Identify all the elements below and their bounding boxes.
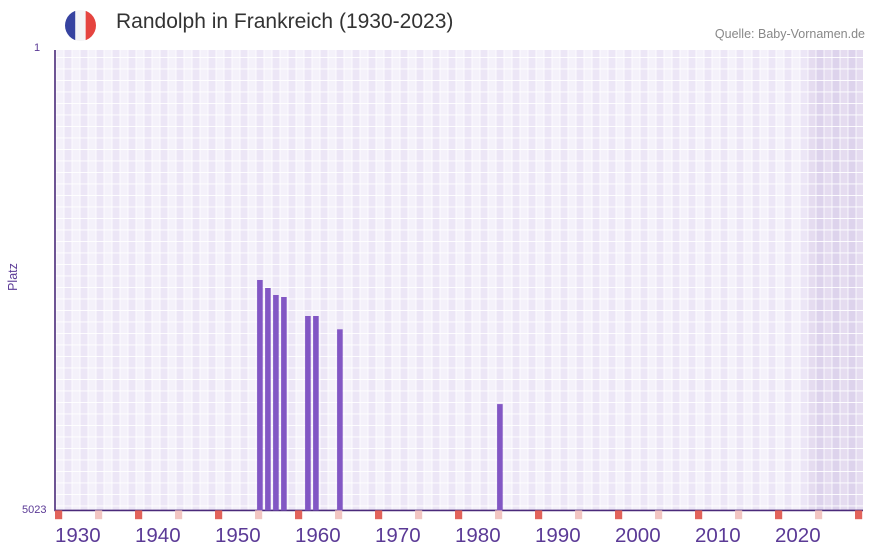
svg-text:1960: 1960: [295, 524, 341, 547]
svg-text:2000: 2000: [615, 524, 661, 547]
svg-text:1940: 1940: [135, 524, 181, 547]
svg-text:1980: 1980: [455, 524, 501, 547]
svg-text:1930: 1930: [55, 524, 101, 547]
svg-text:2020: 2020: [775, 524, 821, 547]
svg-text:2010: 2010: [695, 524, 741, 547]
svg-text:1990: 1990: [535, 524, 581, 547]
svg-text:1950: 1950: [215, 524, 261, 547]
svg-text:1970: 1970: [375, 524, 421, 547]
